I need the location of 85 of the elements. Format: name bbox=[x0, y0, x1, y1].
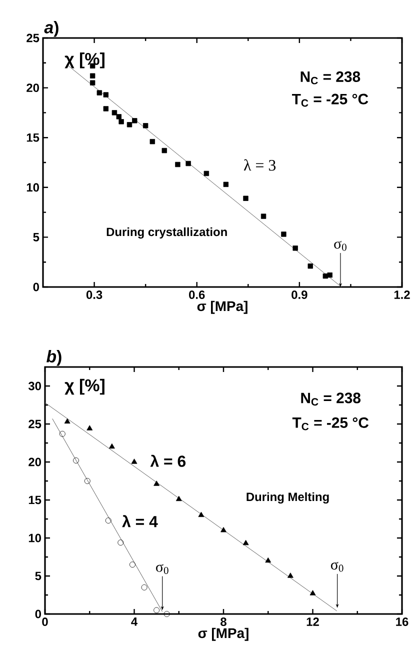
point bbox=[84, 478, 90, 484]
annotation: N$_{C}$ = 238 bbox=[301, 392, 361, 406]
point bbox=[322, 273, 328, 279]
x-tick-label: 16 bbox=[396, 618, 408, 626]
annotation: T$_{C}$ = -25 °C bbox=[292, 417, 369, 430]
point bbox=[105, 518, 112, 524]
point bbox=[176, 496, 182, 502]
point bbox=[154, 480, 160, 486]
point bbox=[131, 458, 138, 464]
y-tick-label: 10 bbox=[28, 534, 41, 542]
point bbox=[164, 611, 170, 617]
x-tick-label: 8 bbox=[220, 618, 226, 626]
x-tick-label: 0.9 bbox=[292, 290, 308, 299]
annotation: λ = 6 bbox=[150, 454, 186, 467]
annotation: σ$_{0}$ bbox=[334, 240, 346, 251]
point bbox=[198, 512, 204, 517]
y-tick-label: 5 bbox=[35, 572, 42, 580]
annotation: N$_{C}$ = 238 bbox=[300, 71, 360, 84]
y-tick-label: 20 bbox=[26, 84, 39, 92]
point bbox=[86, 425, 93, 430]
y-tick-label: 5 bbox=[33, 233, 40, 242]
point bbox=[265, 557, 272, 563]
point bbox=[287, 572, 294, 578]
annotation: σ$_{0}$ bbox=[330, 562, 344, 572]
point bbox=[103, 106, 108, 112]
point bbox=[220, 527, 226, 532]
point bbox=[108, 443, 115, 449]
y-tick-label: 10 bbox=[26, 183, 39, 192]
point bbox=[141, 584, 148, 590]
point bbox=[116, 114, 122, 120]
point bbox=[310, 590, 316, 596]
point bbox=[186, 160, 191, 166]
point bbox=[281, 232, 286, 237]
point bbox=[142, 123, 148, 128]
x-tick-label: 1.2 bbox=[394, 290, 410, 299]
annotation: λ = 3 bbox=[244, 159, 276, 171]
point bbox=[129, 562, 136, 568]
y-tick-label: 0 bbox=[35, 610, 41, 618]
point bbox=[126, 122, 132, 128]
y-tick-label: 0 bbox=[33, 282, 39, 292]
y-tick-label: 15 bbox=[26, 133, 40, 142]
x-axis-title: σ [MPa] bbox=[197, 300, 248, 314]
point bbox=[150, 139, 155, 144]
point bbox=[243, 196, 248, 201]
y-axis-title: χ [%] bbox=[64, 378, 104, 395]
point bbox=[103, 92, 108, 98]
y-axis-title: χ [%] bbox=[64, 52, 104, 68]
x-tick-label: 0.3 bbox=[86, 290, 102, 300]
y-tick-label: 25 bbox=[28, 420, 42, 428]
point bbox=[308, 264, 313, 269]
point bbox=[112, 110, 118, 116]
point bbox=[59, 430, 66, 437]
annotation: During Melting bbox=[246, 492, 329, 504]
point bbox=[90, 73, 96, 78]
point bbox=[73, 457, 80, 464]
chart-title: a) bbox=[44, 21, 58, 37]
point bbox=[132, 118, 138, 124]
point bbox=[327, 272, 332, 278]
point bbox=[154, 607, 160, 614]
y-tick-label: 15 bbox=[28, 496, 42, 504]
point bbox=[90, 80, 96, 86]
point bbox=[96, 90, 102, 96]
point bbox=[118, 119, 124, 124]
point bbox=[118, 540, 124, 546]
y-tick-label: 25 bbox=[26, 34, 40, 42]
point bbox=[204, 170, 210, 176]
point bbox=[242, 540, 249, 546]
point bbox=[64, 418, 70, 424]
x-tick-label: 12 bbox=[306, 618, 319, 626]
annotation: λ = 4 bbox=[122, 515, 158, 528]
y-tick-label: 20 bbox=[28, 458, 41, 466]
y-tick-label: 30 bbox=[28, 382, 41, 390]
annotation: σ$_{0}$ bbox=[156, 564, 168, 574]
point bbox=[292, 246, 298, 251]
x-tick-label: 0 bbox=[42, 618, 48, 626]
annotation: T$_{C}$ = -25 °C bbox=[292, 94, 368, 107]
point bbox=[260, 214, 266, 219]
point bbox=[162, 148, 167, 154]
x-axis-title: σ [MPa] bbox=[198, 628, 248, 641]
x-tick-label: 4 bbox=[131, 618, 138, 626]
point bbox=[175, 162, 180, 168]
point bbox=[223, 182, 229, 188]
x-tick-label: 0.6 bbox=[189, 290, 205, 299]
chart-title: b) bbox=[46, 350, 62, 366]
annotation: During crystallization bbox=[106, 227, 227, 239]
